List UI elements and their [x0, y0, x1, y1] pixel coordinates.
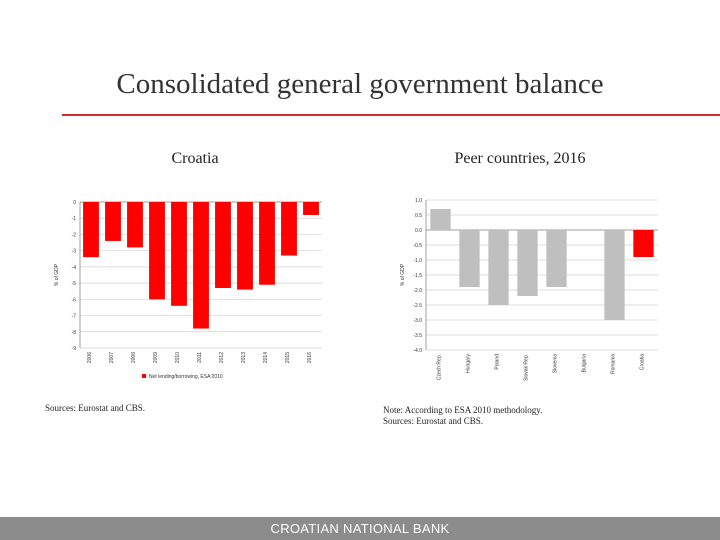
croatia-balance-chart: 0 -1 -2 -3 -4 -5 -6 -7 -8 -9 % of GDP 2006 2007 2008 2… [54, 200, 322, 380]
x-tick-label: Romania [611, 354, 617, 374]
slide-title: Consolidated general government balance [116, 68, 604, 100]
y-tick-label: -4.0 [413, 348, 422, 354]
y-tick-label: -1.5 [413, 273, 422, 279]
bar-2007 [105, 202, 121, 241]
bar-2011 [193, 202, 209, 329]
x-tick-label: Poland [495, 354, 501, 370]
bar-2013 [237, 202, 253, 290]
bar-2010 [171, 202, 187, 306]
bar-slovak-rep- [517, 230, 538, 296]
x-tick-label: 2009 [153, 352, 159, 363]
legend-label: Net lending/borrowing, ESA 2010 [149, 374, 223, 380]
bar-2006 [83, 202, 99, 258]
y-axis-label: % of GDP [54, 263, 60, 286]
y-tick-label: -3.5 [413, 333, 422, 339]
y-tick-label: -9 [72, 346, 77, 352]
x-tick-label: 2013 [241, 352, 247, 363]
y-tick-label: -3 [72, 249, 77, 255]
x-tick-label: Croatia [640, 354, 646, 370]
bar-2016 [303, 202, 319, 215]
bar-2008 [127, 202, 143, 248]
y-tick-label: -1 [72, 216, 77, 222]
x-tick-label: Slovak Rep. [524, 354, 530, 381]
bar-2009 [149, 202, 165, 300]
bar-czech-rep- [430, 209, 451, 230]
y-tick-label: 1.0 [415, 198, 422, 204]
x-tick-label: 2007 [109, 352, 115, 363]
x-tick-label: Slovenia [553, 354, 559, 373]
left-chart-subtitle: Croatia [171, 150, 219, 167]
sources-note: Sources: Eurostat and CBS. [383, 416, 483, 426]
left-sources-note: Sources: Eurostat and CBS. [45, 403, 145, 413]
bar-2015 [281, 202, 297, 256]
y-tick-label: -5 [72, 281, 77, 287]
y-tick-label: -2.0 [413, 288, 422, 294]
bar-croatia [633, 230, 654, 257]
x-tick-label: Czech Rep. [437, 354, 443, 380]
x-tick-label: 2012 [219, 352, 225, 363]
peer-countries-chart: 1.0 0.5 0.0 -0.5 -1.0 -1.5 -2.0 -2.5 -3.0 -3.5 -4.… [400, 198, 658, 381]
bar-2014 [259, 202, 275, 285]
bar-poland [488, 230, 509, 305]
y-tick-label: -2 [72, 232, 77, 238]
right-note: Note: According to ESA 2010 methodology.… [383, 405, 542, 427]
y-tick-label: -3.0 [413, 318, 422, 324]
x-tick-label: 2008 [131, 352, 137, 363]
footer-bank-name: CROATIAN NATIONAL BANK [0, 517, 720, 540]
x-tick-label: 2016 [307, 352, 313, 363]
x-tick-label: Bulgaria [582, 354, 588, 373]
bar-2012 [215, 202, 231, 288]
bar-romania [604, 230, 625, 320]
y-tick-label: -7 [72, 314, 77, 320]
right-chart-subtitle: Peer countries, 2016 [454, 150, 586, 167]
y-tick-label: -8 [72, 330, 77, 336]
bar-hungary [459, 230, 480, 287]
x-tick-label: 2015 [285, 352, 291, 363]
x-tick-label: 2010 [175, 352, 181, 363]
legend-swatch [142, 374, 146, 378]
methodology-note: Note: According to ESA 2010 methodology. [383, 405, 543, 415]
y-tick-label: 0 [73, 200, 76, 206]
y-tick-label: -4 [72, 265, 77, 271]
y-tick-label: -0.5 [413, 243, 422, 249]
y-tick-label: 0.5 [415, 213, 422, 219]
y-axis-label: % of GDP [400, 263, 406, 286]
y-tick-label: -2.5 [413, 303, 422, 309]
title-rule [62, 114, 720, 116]
x-tick-label: 2014 [263, 352, 269, 363]
y-tick-label: -1.0 [413, 258, 422, 264]
x-tick-label: 2011 [197, 352, 203, 363]
bar-slovenia [546, 230, 567, 287]
x-tick-label: 2006 [87, 352, 93, 363]
y-tick-label: 0.0 [415, 228, 422, 234]
x-tick-label: Hungary [466, 354, 472, 373]
y-tick-label: -6 [72, 297, 77, 303]
